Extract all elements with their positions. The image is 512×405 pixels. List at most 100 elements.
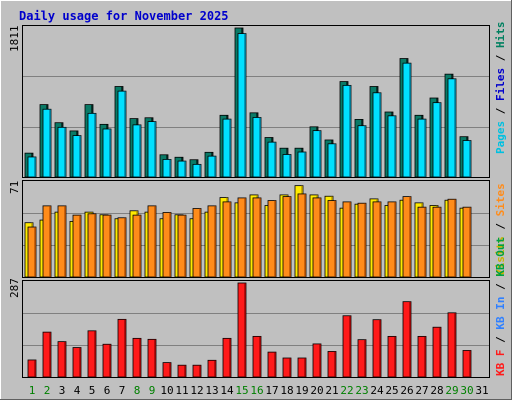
day-label: 26	[400, 384, 413, 397]
sites-bar	[282, 196, 292, 278]
pages-bar	[132, 124, 142, 178]
sites-bar	[252, 197, 262, 278]
kbytes-bar	[372, 319, 382, 378]
sites-bar	[462, 206, 472, 278]
legend-part: Hits	[494, 22, 507, 49]
pages-bar	[342, 84, 352, 178]
sites-bar	[387, 201, 397, 278]
day-label: 5	[89, 384, 96, 397]
sites-bar	[372, 201, 382, 278]
kbytes-bar	[402, 301, 412, 378]
pages-bar	[102, 128, 112, 178]
sites-bar	[432, 206, 442, 278]
sites-bar	[87, 213, 97, 278]
day-label: 8	[134, 384, 141, 397]
day-label: 3	[59, 384, 66, 397]
kbytes-bar	[432, 326, 442, 378]
day-label: 29	[445, 384, 458, 397]
kbytes-bar	[417, 335, 427, 378]
kbytes-bar	[102, 343, 112, 378]
legend-part: /	[494, 101, 507, 121]
kbytes-bar	[27, 359, 37, 378]
sites-bar	[447, 198, 457, 278]
kbytes-bar	[462, 350, 472, 378]
sites-bar	[357, 202, 367, 278]
kbytes-bar	[72, 347, 82, 378]
kbytes-bar	[267, 351, 277, 378]
kbytes-bar	[357, 339, 367, 378]
pages-bar	[447, 78, 457, 178]
kbytes-bar	[312, 343, 322, 378]
kbytes-bar	[147, 338, 157, 378]
sites-bar	[42, 205, 52, 278]
kbytes-bar	[282, 357, 292, 378]
pages-bar	[222, 118, 232, 178]
kbytes-bar	[57, 341, 67, 378]
day-label: 23	[355, 384, 368, 397]
day-label: 28	[430, 384, 443, 397]
legend-part: /	[494, 216, 507, 236]
kbytes-bar	[207, 359, 217, 378]
day-label: 21	[325, 384, 338, 397]
kbytes-bar	[192, 364, 202, 378]
sites-bar	[72, 214, 82, 278]
kbytes-bar	[87, 330, 97, 378]
legend-part: Visits	[494, 236, 507, 276]
day-label: 6	[104, 384, 111, 397]
sites-bar	[312, 197, 322, 278]
sites-bar	[102, 214, 112, 278]
panel-kbytes-legend: KB F / KB In / KB Out	[494, 237, 507, 376]
pages-bar	[147, 121, 157, 178]
pages-bar	[282, 154, 292, 178]
legend-part: Files	[494, 68, 507, 101]
kbytes-bar	[132, 337, 142, 378]
day-label: 1	[29, 384, 36, 397]
kbytes-bar	[117, 318, 127, 378]
day-label: 22	[340, 384, 353, 397]
kbytes-bar	[327, 351, 337, 378]
day-label: 7	[119, 384, 126, 397]
legend-part: /	[494, 277, 507, 297]
sites-bar	[222, 201, 232, 278]
sites-bar	[342, 201, 352, 278]
day-label: 13	[205, 384, 218, 397]
pages-bar	[402, 62, 412, 178]
day-label: 10	[160, 384, 173, 397]
day-label: 9	[149, 384, 156, 397]
pages-bar	[207, 155, 217, 178]
day-label: 16	[250, 384, 263, 397]
day-label: 27	[415, 384, 428, 397]
sites-bar	[417, 206, 427, 278]
day-label: 20	[310, 384, 323, 397]
kbytes-bar	[177, 364, 187, 378]
legend-part: /	[494, 330, 507, 350]
day-label: 4	[74, 384, 81, 397]
panel-hits-ymax-label: 1811	[8, 26, 21, 53]
sites-bar	[162, 212, 172, 278]
day-label: 15	[235, 384, 248, 397]
day-label: 11	[175, 384, 188, 397]
kbytes-bar	[252, 335, 262, 378]
day-label: 2	[44, 384, 51, 397]
sites-bar	[402, 196, 412, 278]
sites-bar	[132, 214, 142, 278]
kbytes-bar	[237, 282, 247, 378]
pages-bar	[372, 92, 382, 178]
day-label: 18	[280, 384, 293, 397]
pages-bar	[162, 159, 172, 178]
legend-part: Sites	[494, 183, 507, 216]
legend-part: KB F	[494, 350, 507, 377]
pages-bar	[462, 140, 472, 178]
sites-bar	[192, 208, 202, 278]
day-label: 14	[220, 384, 234, 397]
pages-bar	[267, 141, 277, 178]
day-label: 24	[370, 384, 384, 397]
pages-bar	[327, 143, 337, 178]
kbytes-bar	[297, 357, 307, 378]
panel-visits-ymax-label: 71	[8, 181, 21, 194]
pages-bar	[297, 151, 307, 178]
kbytes-bar	[222, 337, 232, 378]
kbytes-bar	[42, 331, 52, 378]
